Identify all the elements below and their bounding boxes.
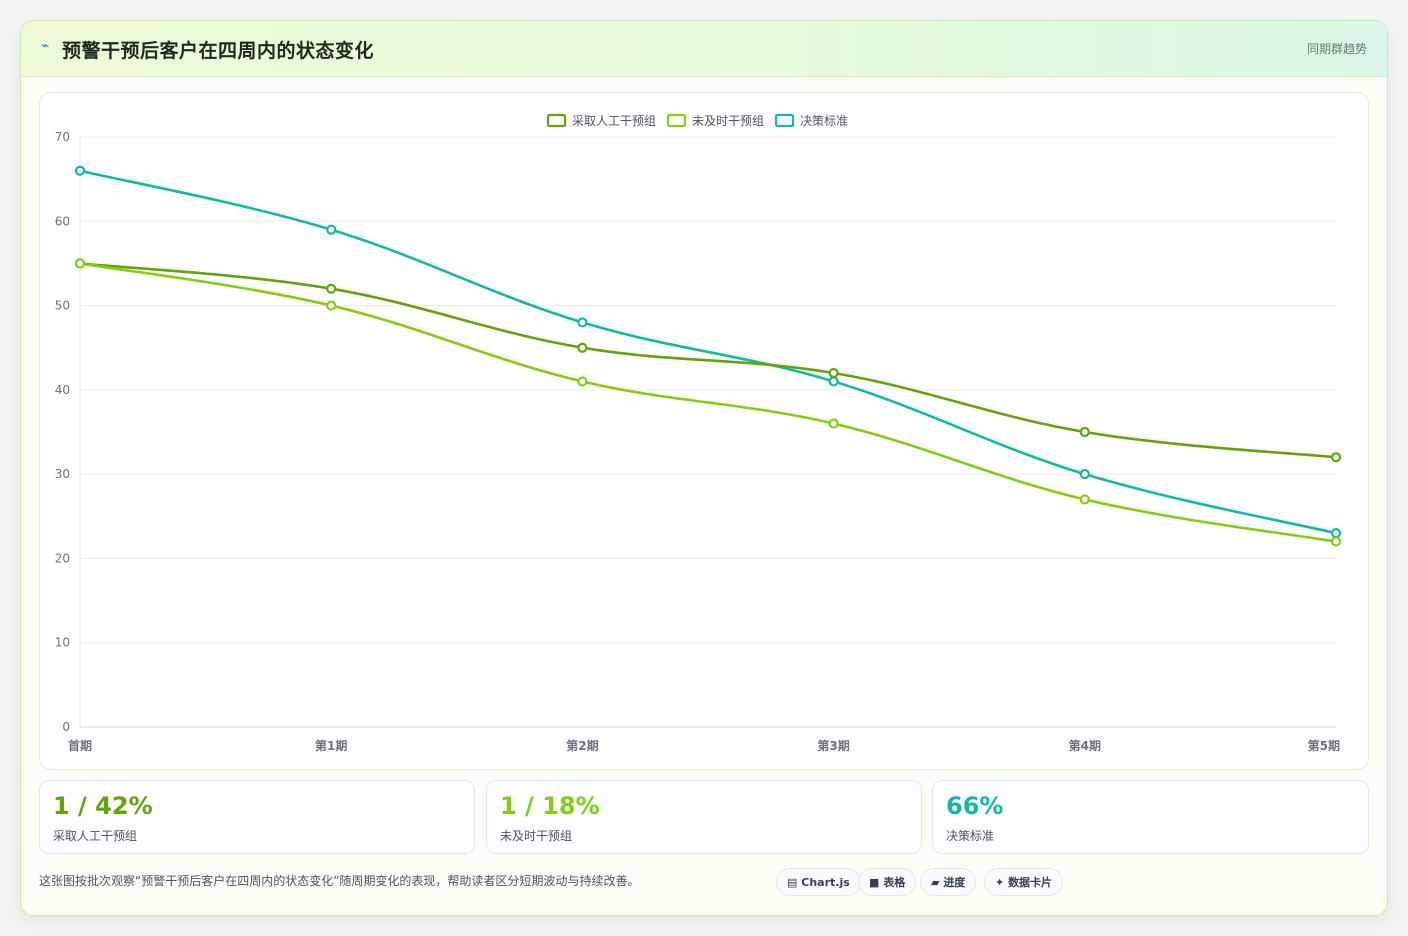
chip-table[interactable]: ■ 表格: [858, 868, 917, 896]
data-point: [828, 418, 839, 429]
stat-label: 采取人工干预组: [53, 829, 138, 843]
chip-data-card[interactable]: ✦ 数据卡片: [984, 868, 1064, 896]
data-point: [1079, 426, 1090, 438]
data-point: [326, 224, 337, 235]
x-tick-label: 第4期: [1069, 738, 1101, 753]
y-tick-label: 70: [55, 130, 70, 144]
card-header: ⌁ 预警干预后客户在四周内的状态变化 同期群趋势: [21, 21, 1387, 77]
table-icon: ■: [869, 876, 880, 889]
stat-value: 66%: [946, 792, 1004, 820]
x-tick-label: 首期: [68, 738, 92, 753]
chip-label: 数据卡片: [1008, 876, 1053, 889]
y-tick-label: 50: [55, 299, 70, 313]
y-tick-label: 40: [55, 383, 70, 397]
y-tick-label: 10: [55, 636, 70, 650]
data-point: [1330, 452, 1342, 463]
y-tick-label: 0: [62, 720, 70, 734]
data-point: [74, 258, 86, 269]
progress-icon: ▰: [931, 876, 940, 889]
stat-value: 1 / 42%: [53, 792, 153, 820]
x-tick-label: 第2期: [566, 738, 598, 753]
chip-progress[interactable]: ▰ 进度: [920, 868, 977, 896]
stat-card-standard: 66% 决策标准: [932, 780, 1369, 854]
data-point: [326, 300, 337, 311]
y-tick-label: 60: [55, 214, 70, 228]
header-tag: 同期群趋势: [1306, 42, 1367, 56]
data-point: [1079, 494, 1090, 505]
lightning-icon: ⌁: [41, 38, 50, 54]
data-point: [577, 317, 588, 328]
chip-label: 进度: [943, 876, 966, 889]
series-line: [78, 169, 1338, 535]
chart-icon: ▤: [787, 876, 798, 889]
data-point: [1330, 536, 1342, 547]
legend-swatch: [774, 113, 795, 128]
card-icon: ✦: [995, 876, 1005, 889]
stat-label: 未及时干预组: [500, 829, 573, 843]
legend-entry: 未及时干预组: [692, 114, 764, 128]
y-tick-label: 30: [55, 467, 70, 481]
data-point: [326, 283, 337, 294]
footer-note: 这张图按批次观察“预警干预后客户在四周内的状态变化”随周期变化的表现，帮助读者区…: [39, 874, 640, 888]
chip-label: Chart.js: [801, 876, 850, 889]
series-line: [78, 262, 1338, 543]
chart-panel: 0 10 20 30 40 50 60 70 首期 第1期 第2期 第3期 第4期 第5期 采取人工干预组 未…: [39, 92, 1369, 770]
chip-label: 表格: [883, 876, 906, 889]
data-point: [74, 165, 86, 176]
stat-label: 决策标准: [946, 829, 995, 843]
data-point: [1330, 528, 1342, 539]
chart-title: 预警干预后客户在四周内的状态变化: [62, 40, 375, 62]
chip-chartjs[interactable]: ▤ Chart.js: [776, 868, 861, 896]
stat-card-no-intervention: 1 / 18% 未及时干预组: [486, 780, 922, 854]
data-point: [828, 367, 839, 379]
data-point: [577, 376, 588, 387]
legend-entry: 采取人工干预组: [572, 114, 656, 128]
x-tick-label: 第1期: [315, 738, 347, 753]
legend-entry: 决策标准: [800, 114, 848, 128]
data-point: [577, 342, 588, 353]
y-tick-label: 20: [55, 551, 70, 565]
stat-value: 1 / 18%: [500, 792, 600, 820]
x-tick-label: 第5期: [1308, 738, 1340, 753]
stat-card-intervention: 1 / 42% 采取人工干预组: [39, 780, 475, 854]
x-tick-label: 第3期: [817, 738, 849, 753]
data-point: [828, 376, 839, 387]
legend-swatch: [666, 113, 687, 128]
series-line: [78, 262, 1338, 459]
data-point: [1079, 469, 1090, 480]
chart-card: ⌁ 预警干预后客户在四周内的状态变化 同期群趋势 0 10 20 30 40 50 60 70…: [20, 20, 1388, 916]
line-chart: 0 10 20 30 40 50 60 70 首期 第1期 第2期 第3期 第4期 第5期 采取人工干预组 未…: [55, 113, 1342, 753]
legend-swatch: [546, 113, 567, 128]
